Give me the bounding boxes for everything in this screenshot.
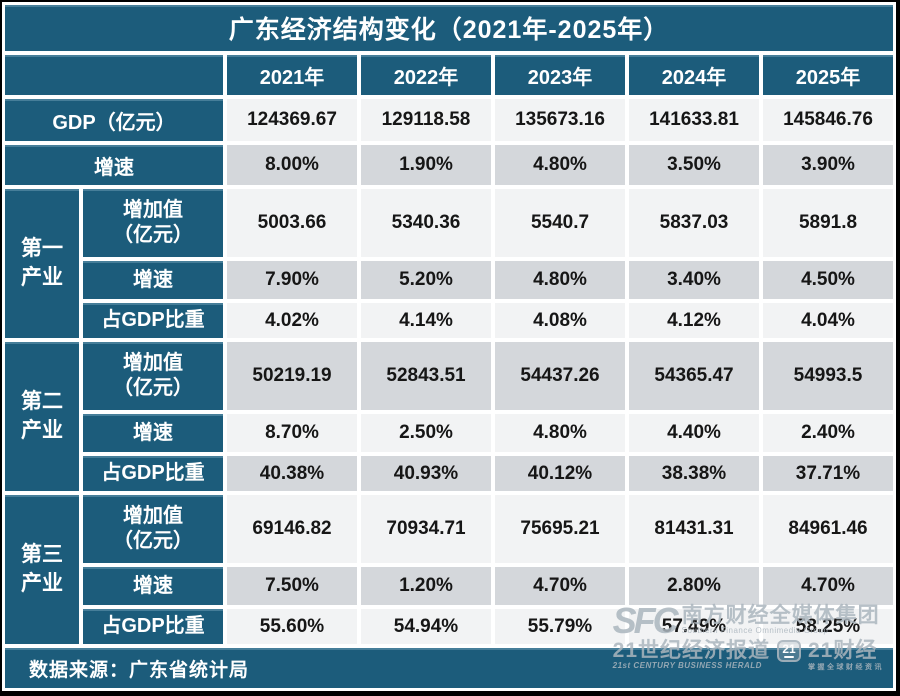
value-cell: 5.20% <box>361 261 491 299</box>
value-cell: 58.25% <box>763 609 893 644</box>
industry-label-primary: 第一产业 <box>5 189 79 338</box>
sublabel-line1: 占GDP比重 <box>101 615 205 637</box>
sublabel-line2: （亿元） <box>113 530 193 552</box>
sublabel-line1: 增速 <box>133 574 173 597</box>
value-cell: 5540.7 <box>495 189 625 257</box>
value-cell: 2.40% <box>763 414 893 452</box>
value-cell: 3.40% <box>629 261 759 299</box>
value-cell: 4.04% <box>763 303 893 338</box>
value-cell: 4.12% <box>629 303 759 338</box>
value-cell: 8.70% <box>227 414 357 452</box>
value-cell: 55.60% <box>227 609 357 644</box>
value-cell: 38.38% <box>629 456 759 491</box>
value-cell: 8.00% <box>227 145 357 185</box>
value-cell: 1.90% <box>361 145 491 185</box>
row-label-growth: 增速 <box>83 261 223 299</box>
value-cell: 4.70% <box>495 567 625 605</box>
value-cell: 50219.19 <box>227 342 357 410</box>
value-cell: 7.50% <box>227 567 357 605</box>
value-cell: 4.08% <box>495 303 625 338</box>
value-cell: 40.38% <box>227 456 357 491</box>
economic-structure-table: 广东经济结构变化（2021年-2025年） 2021年 2022年 2023年 … <box>5 5 893 688</box>
value-cell: 70934.71 <box>361 495 491 563</box>
row-label-gdp-share: 占GDP比重 <box>83 609 223 644</box>
row-label-added-value: 增加值 （亿元） <box>83 495 223 563</box>
value-cell: 81431.31 <box>629 495 759 563</box>
row-label-gdp: GDP（亿元） <box>5 99 223 141</box>
sublabel-line1: 占GDP比重 <box>101 309 205 331</box>
year-header: 2023年 <box>495 55 625 95</box>
value-cell: 1.20% <box>361 567 491 605</box>
value-cell: 54437.26 <box>495 342 625 410</box>
value-cell: 55.79% <box>495 609 625 644</box>
year-header: 2021年 <box>227 55 357 95</box>
sublabel-line1: 增加值 <box>123 199 183 221</box>
value-cell: 5891.8 <box>763 189 893 257</box>
sublabel-line2: （亿元） <box>113 224 193 246</box>
data-source-note: 数据来源：广东省统计局 <box>5 648 893 688</box>
row-label-gdp-growth: 增速 <box>5 145 223 185</box>
sublabel-line2: （亿元） <box>113 377 193 399</box>
value-cell: 52843.51 <box>361 342 491 410</box>
value-cell: 54365.47 <box>629 342 759 410</box>
value-cell: 3.50% <box>629 145 759 185</box>
value-cell: 40.93% <box>361 456 491 491</box>
value-cell: 141633.81 <box>629 99 759 141</box>
value-cell: 5340.36 <box>361 189 491 257</box>
value-cell: 37.71% <box>763 456 893 491</box>
value-cell: 2.50% <box>361 414 491 452</box>
value-cell: 4.80% <box>495 414 625 452</box>
value-cell: 2.80% <box>629 567 759 605</box>
sublabel-line1: 增加值 <box>123 352 183 374</box>
row-label-growth: 增速 <box>83 567 223 605</box>
year-header: 2022年 <box>361 55 491 95</box>
row-label-growth: 增速 <box>83 414 223 452</box>
sublabel-line1: 增速 <box>133 421 173 444</box>
value-cell: 4.50% <box>763 261 893 299</box>
row-label-added-value: 增加值 （亿元） <box>83 189 223 257</box>
industry-label-tertiary: 第三产业 <box>5 495 79 644</box>
value-cell: 75695.21 <box>495 495 625 563</box>
year-header: 2025年 <box>763 55 893 95</box>
value-cell: 5003.66 <box>227 189 357 257</box>
value-cell: 4.14% <box>361 303 491 338</box>
value-cell: 4.80% <box>495 145 625 185</box>
row-label-added-value: 增加值 （亿元） <box>83 342 223 410</box>
value-cell: 69146.82 <box>227 495 357 563</box>
value-cell: 4.70% <box>763 567 893 605</box>
header-corner-cell <box>5 55 223 95</box>
row-label-gdp-share: 占GDP比重 <box>83 456 223 491</box>
value-cell: 5837.03 <box>629 189 759 257</box>
value-cell: 124369.67 <box>227 99 357 141</box>
value-cell: 4.40% <box>629 414 759 452</box>
value-cell: 3.90% <box>763 145 893 185</box>
value-cell: 7.90% <box>227 261 357 299</box>
value-cell: 84961.46 <box>763 495 893 563</box>
value-cell: 135673.16 <box>495 99 625 141</box>
value-cell: 129118.58 <box>361 99 491 141</box>
value-cell: 54.94% <box>361 609 491 644</box>
year-header: 2024年 <box>629 55 759 95</box>
sublabel-line1: 增速 <box>133 268 173 291</box>
value-cell: 4.80% <box>495 261 625 299</box>
value-cell: 40.12% <box>495 456 625 491</box>
table-title: 广东经济结构变化（2021年-2025年） <box>5 5 893 51</box>
industry-label-secondary: 第二产业 <box>5 342 79 491</box>
row-label-gdp-share: 占GDP比重 <box>83 303 223 338</box>
value-cell: 54993.5 <box>763 342 893 410</box>
sublabel-line1: 占GDP比重 <box>101 462 205 484</box>
value-cell: 4.02% <box>227 303 357 338</box>
sublabel-line1: 增加值 <box>123 505 183 527</box>
value-cell: 57.49% <box>629 609 759 644</box>
value-cell: 145846.76 <box>763 99 893 141</box>
